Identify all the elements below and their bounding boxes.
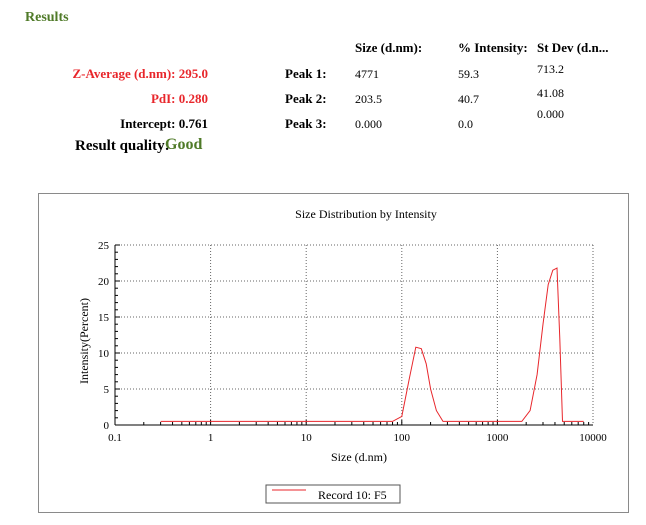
chart-panel: Size Distribution by Intensity 0 5 10 15 20 25… [38,193,629,513]
legend-label: Record 10: F5 [318,488,387,502]
x-axis-label: Size (d.nm) [331,450,387,464]
series-line-1 [160,267,584,422]
z-average-label: Z-Average (d.nm): 295.0 [72,66,208,81]
x-tick-label: 10000 [579,432,607,444]
y-tick-label: 20 [98,276,110,288]
y-tick-label: 10 [98,348,110,360]
peak-2-stdev: 41.08 [537,86,564,100]
x-tick-label: 100 [394,432,411,444]
peak-2-intensity: 40.7 [458,92,479,106]
x-tick-label: 1 [208,432,214,444]
peak-3-intensity: 0.0 [458,117,473,131]
results-title: Results [25,10,69,25]
result-quality-value: Good [165,136,203,153]
peak-1-label: Peak 1: [285,66,327,81]
result-quality-label: Result quality: [75,138,170,154]
peak-1-intensity: 59.3 [458,67,479,81]
y-tick-label: 25 [98,240,110,252]
x-tick-label: 10 [301,432,313,444]
peak-1-stdev: 713.2 [537,62,564,76]
peak-3-label: Peak 3: [285,116,327,131]
peak-2-size: 203.5 [355,92,382,106]
chart-title: Size Distribution by Intensity [295,207,437,221]
peak-1-size: 4771 [355,67,379,81]
intercept-label: Intercept: 0.761 [120,116,208,131]
y-axis-label: Intensity(Percent) [77,298,91,384]
size-column-header: Size (d.nm): [355,40,423,55]
y-tick-label: 5 [104,384,110,396]
peak-3-stdev: 0.000 [537,107,564,121]
x-tick-label: 0.1 [108,432,122,444]
intensity-column-header: % Intensity: [458,40,528,55]
y-tick-label: 0 [104,420,110,432]
peak-2-label: Peak 2: [285,91,327,106]
x-tick-label: 1000 [486,432,509,444]
y-tick-label: 15 [98,312,110,324]
pdi-label: PdI: 0.280 [150,91,208,106]
stdev-column-header: St Dev (d.n... [537,40,609,55]
peak-3-size: 0.000 [355,117,382,131]
size-distribution-chart: Size Distribution by Intensity 0 5 10 15 20 25… [77,207,607,504]
